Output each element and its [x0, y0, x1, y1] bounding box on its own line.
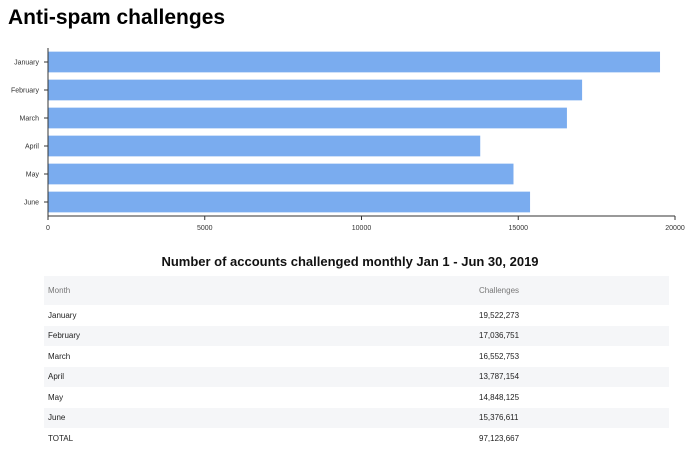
table-header-row: Month Challenges: [44, 276, 669, 305]
row-month: February: [44, 325, 475, 346]
table-row: February 17,036,751: [44, 325, 669, 346]
table-row: January 19,522,273: [44, 305, 669, 326]
bar-january: [48, 51, 661, 73]
bar-may: [48, 163, 514, 185]
table-row: May 14,848,125: [44, 387, 669, 408]
y-tick-label: January: [14, 60, 39, 67]
bar-february: [48, 79, 583, 101]
y-tick-label: April: [25, 144, 39, 151]
y-tick-label: May: [26, 172, 40, 179]
bar-march: [48, 107, 567, 129]
y-tick-label: June: [24, 200, 39, 207]
y-tick-label: March: [20, 116, 40, 123]
row-challenges: 19,522,273: [479, 310, 520, 320]
page-title: Anti-spam challenges: [8, 6, 226, 29]
row-challenges: 16,552,753: [479, 351, 520, 361]
x-tick-label: 15000: [509, 225, 529, 232]
row-month: May: [48, 392, 64, 402]
row-month: TOTAL: [48, 433, 74, 443]
table-row: April 13,787,154: [44, 366, 669, 387]
x-tick-label: 5000: [197, 225, 213, 232]
bar-chart: January February March April May June 0 5000 100…: [11, 48, 685, 232]
table-row: June 15,376,611: [44, 407, 669, 428]
row-challenges: 14,848,125: [479, 392, 520, 402]
row-month: June: [44, 407, 475, 428]
row-challenges: 97,123,667: [479, 433, 520, 443]
challenges-table: Month Challenges January 19,522,273 Febr…: [44, 276, 669, 449]
y-tick-label: February: [11, 88, 40, 95]
bar-april: [48, 135, 481, 157]
row-challenges: 15,376,611: [475, 407, 669, 428]
row-challenges: 17,036,751: [475, 325, 669, 346]
row-month: March: [48, 351, 71, 361]
x-tick-label: 0: [46, 225, 50, 232]
row-month: January: [48, 310, 77, 320]
header-month: Month: [44, 276, 475, 305]
bar-june: [48, 191, 531, 213]
row-month: April: [44, 366, 475, 387]
x-tick-label: 10000: [352, 225, 372, 232]
row-challenges: 13,787,154: [475, 366, 669, 387]
table-row: March 16,552,753: [44, 346, 669, 367]
x-tick-label: 20000: [665, 225, 685, 232]
header-challenges: Challenges: [475, 276, 669, 305]
table-title: Number of accounts challenged monthly Ja…: [161, 254, 539, 269]
table-row-total: TOTAL 97,123,667: [44, 428, 669, 449]
